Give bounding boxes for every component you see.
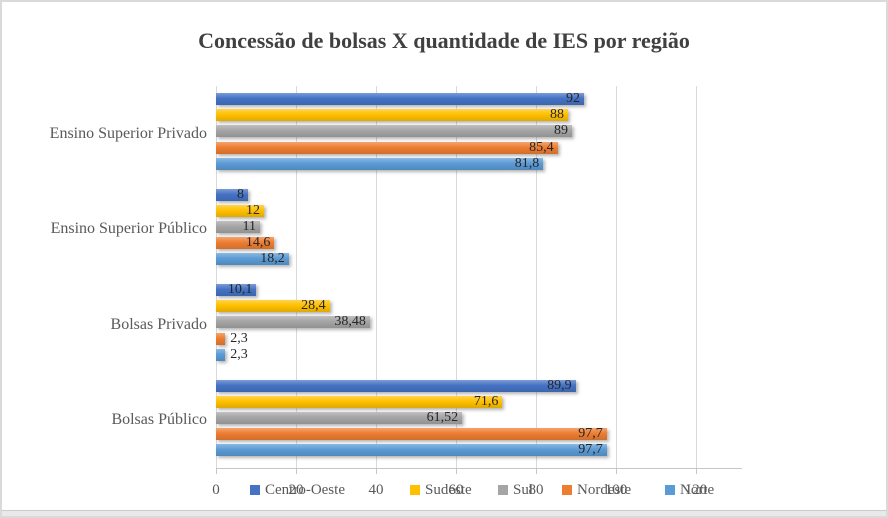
data-label: 89 — [554, 123, 568, 139]
data-label: 14,6 — [245, 235, 271, 251]
category-label: Bolsas Público — [111, 411, 207, 429]
bar-sudeste — [216, 204, 264, 217]
bar-norte — [216, 157, 544, 170]
data-label: 85,4 — [529, 139, 554, 155]
data-label: 8 — [237, 186, 244, 202]
bar-sul — [216, 125, 572, 138]
category-label: Ensino Superior Público — [50, 220, 207, 238]
value-axis-gridline — [456, 86, 457, 468]
data-label: 28,4 — [301, 298, 326, 314]
data-label: 2,3 — [230, 330, 248, 346]
bar-nordeste — [216, 237, 275, 250]
bar-norte — [216, 253, 289, 266]
value-axis-gridline — [616, 86, 617, 468]
value-axis-line — [216, 468, 742, 469]
bar-sul — [216, 220, 260, 233]
value-axis-gridline — [376, 86, 377, 468]
bar-centro-oeste — [216, 93, 584, 105]
value-axis-gridline — [536, 86, 537, 468]
value-axis-tick — [456, 468, 457, 474]
data-label: 11 — [242, 218, 256, 234]
value-axis-gridline — [296, 86, 297, 468]
bar-centro-oeste — [216, 379, 576, 392]
legend-item: Norte — [665, 481, 714, 499]
legend-label: Nordeste — [577, 481, 632, 498]
category-label: Ensino Superior Privado — [49, 124, 207, 142]
chart-bottom-edge — [2, 510, 886, 516]
bar-nordeste — [216, 141, 558, 154]
data-label: 2,3 — [230, 346, 248, 362]
data-label: 88 — [550, 107, 564, 123]
bar-nordeste — [216, 332, 226, 345]
data-label: 18,2 — [260, 251, 285, 267]
data-label: 71,6 — [473, 393, 499, 409]
value-axis-gridline — [216, 86, 217, 468]
bar-sul — [216, 316, 370, 329]
legend-item: Nordeste — [562, 481, 631, 499]
bar-sudeste — [216, 109, 568, 122]
data-label: 12 — [246, 202, 260, 218]
value-axis-tick — [216, 468, 217, 474]
legend-item: Sul — [498, 481, 533, 499]
data-label: 89,9 — [547, 377, 572, 393]
bar-sudeste — [216, 300, 330, 313]
value-axis-tick-label: 20 — [288, 482, 304, 498]
value-axis-tick-label: 100 — [604, 482, 628, 498]
chart-title: Concessão de bolsas X quantidade de IES … — [198, 28, 690, 53]
value-axis-tick — [616, 468, 617, 474]
legend-swatch — [562, 485, 572, 495]
legend-swatch — [410, 485, 420, 495]
value-axis-tick-label: 40 — [368, 482, 384, 498]
legend-label: Centro-Oeste — [265, 481, 345, 498]
bar-sul — [216, 411, 463, 424]
data-label: 10,1 — [227, 282, 253, 297]
legend-label: Sul — [513, 481, 534, 498]
legend-label: Norte — [680, 481, 715, 498]
value-axis-tick-label: 0 — [212, 482, 220, 498]
value-axis-tick-label: 80 — [528, 482, 544, 498]
value-axis-gridline — [696, 86, 697, 468]
legend-label: Sudeste — [425, 481, 472, 498]
bar-nordeste — [216, 428, 607, 441]
data-label: 92 — [566, 91, 580, 106]
legend-swatch — [665, 485, 675, 495]
bar-norte — [216, 348, 226, 361]
data-label: 97,7 — [578, 442, 603, 458]
data-label: 61,52 — [426, 409, 459, 425]
value-axis-tick-label: 60 — [448, 482, 464, 498]
bar-centro-oeste — [216, 284, 257, 296]
value-axis-tick — [696, 468, 697, 474]
bar-norte — [216, 444, 607, 457]
value-axis-tick — [296, 468, 297, 474]
data-label: 38,48 — [334, 314, 366, 330]
category-label: Bolsas Privado — [110, 315, 207, 333]
data-label: 97,7 — [578, 426, 603, 442]
bar-sudeste — [216, 395, 503, 408]
value-axis-tick — [376, 468, 377, 474]
value-axis-tick-label: 120 — [684, 482, 708, 498]
legend-item: Centro-Oeste — [250, 481, 345, 499]
bar-centro-oeste — [216, 188, 248, 201]
legend-swatch — [250, 485, 260, 495]
legend-item: Sudeste — [410, 481, 472, 499]
data-label: 81,8 — [514, 155, 540, 171]
legend-swatch — [498, 485, 508, 495]
value-axis-tick — [536, 468, 537, 474]
